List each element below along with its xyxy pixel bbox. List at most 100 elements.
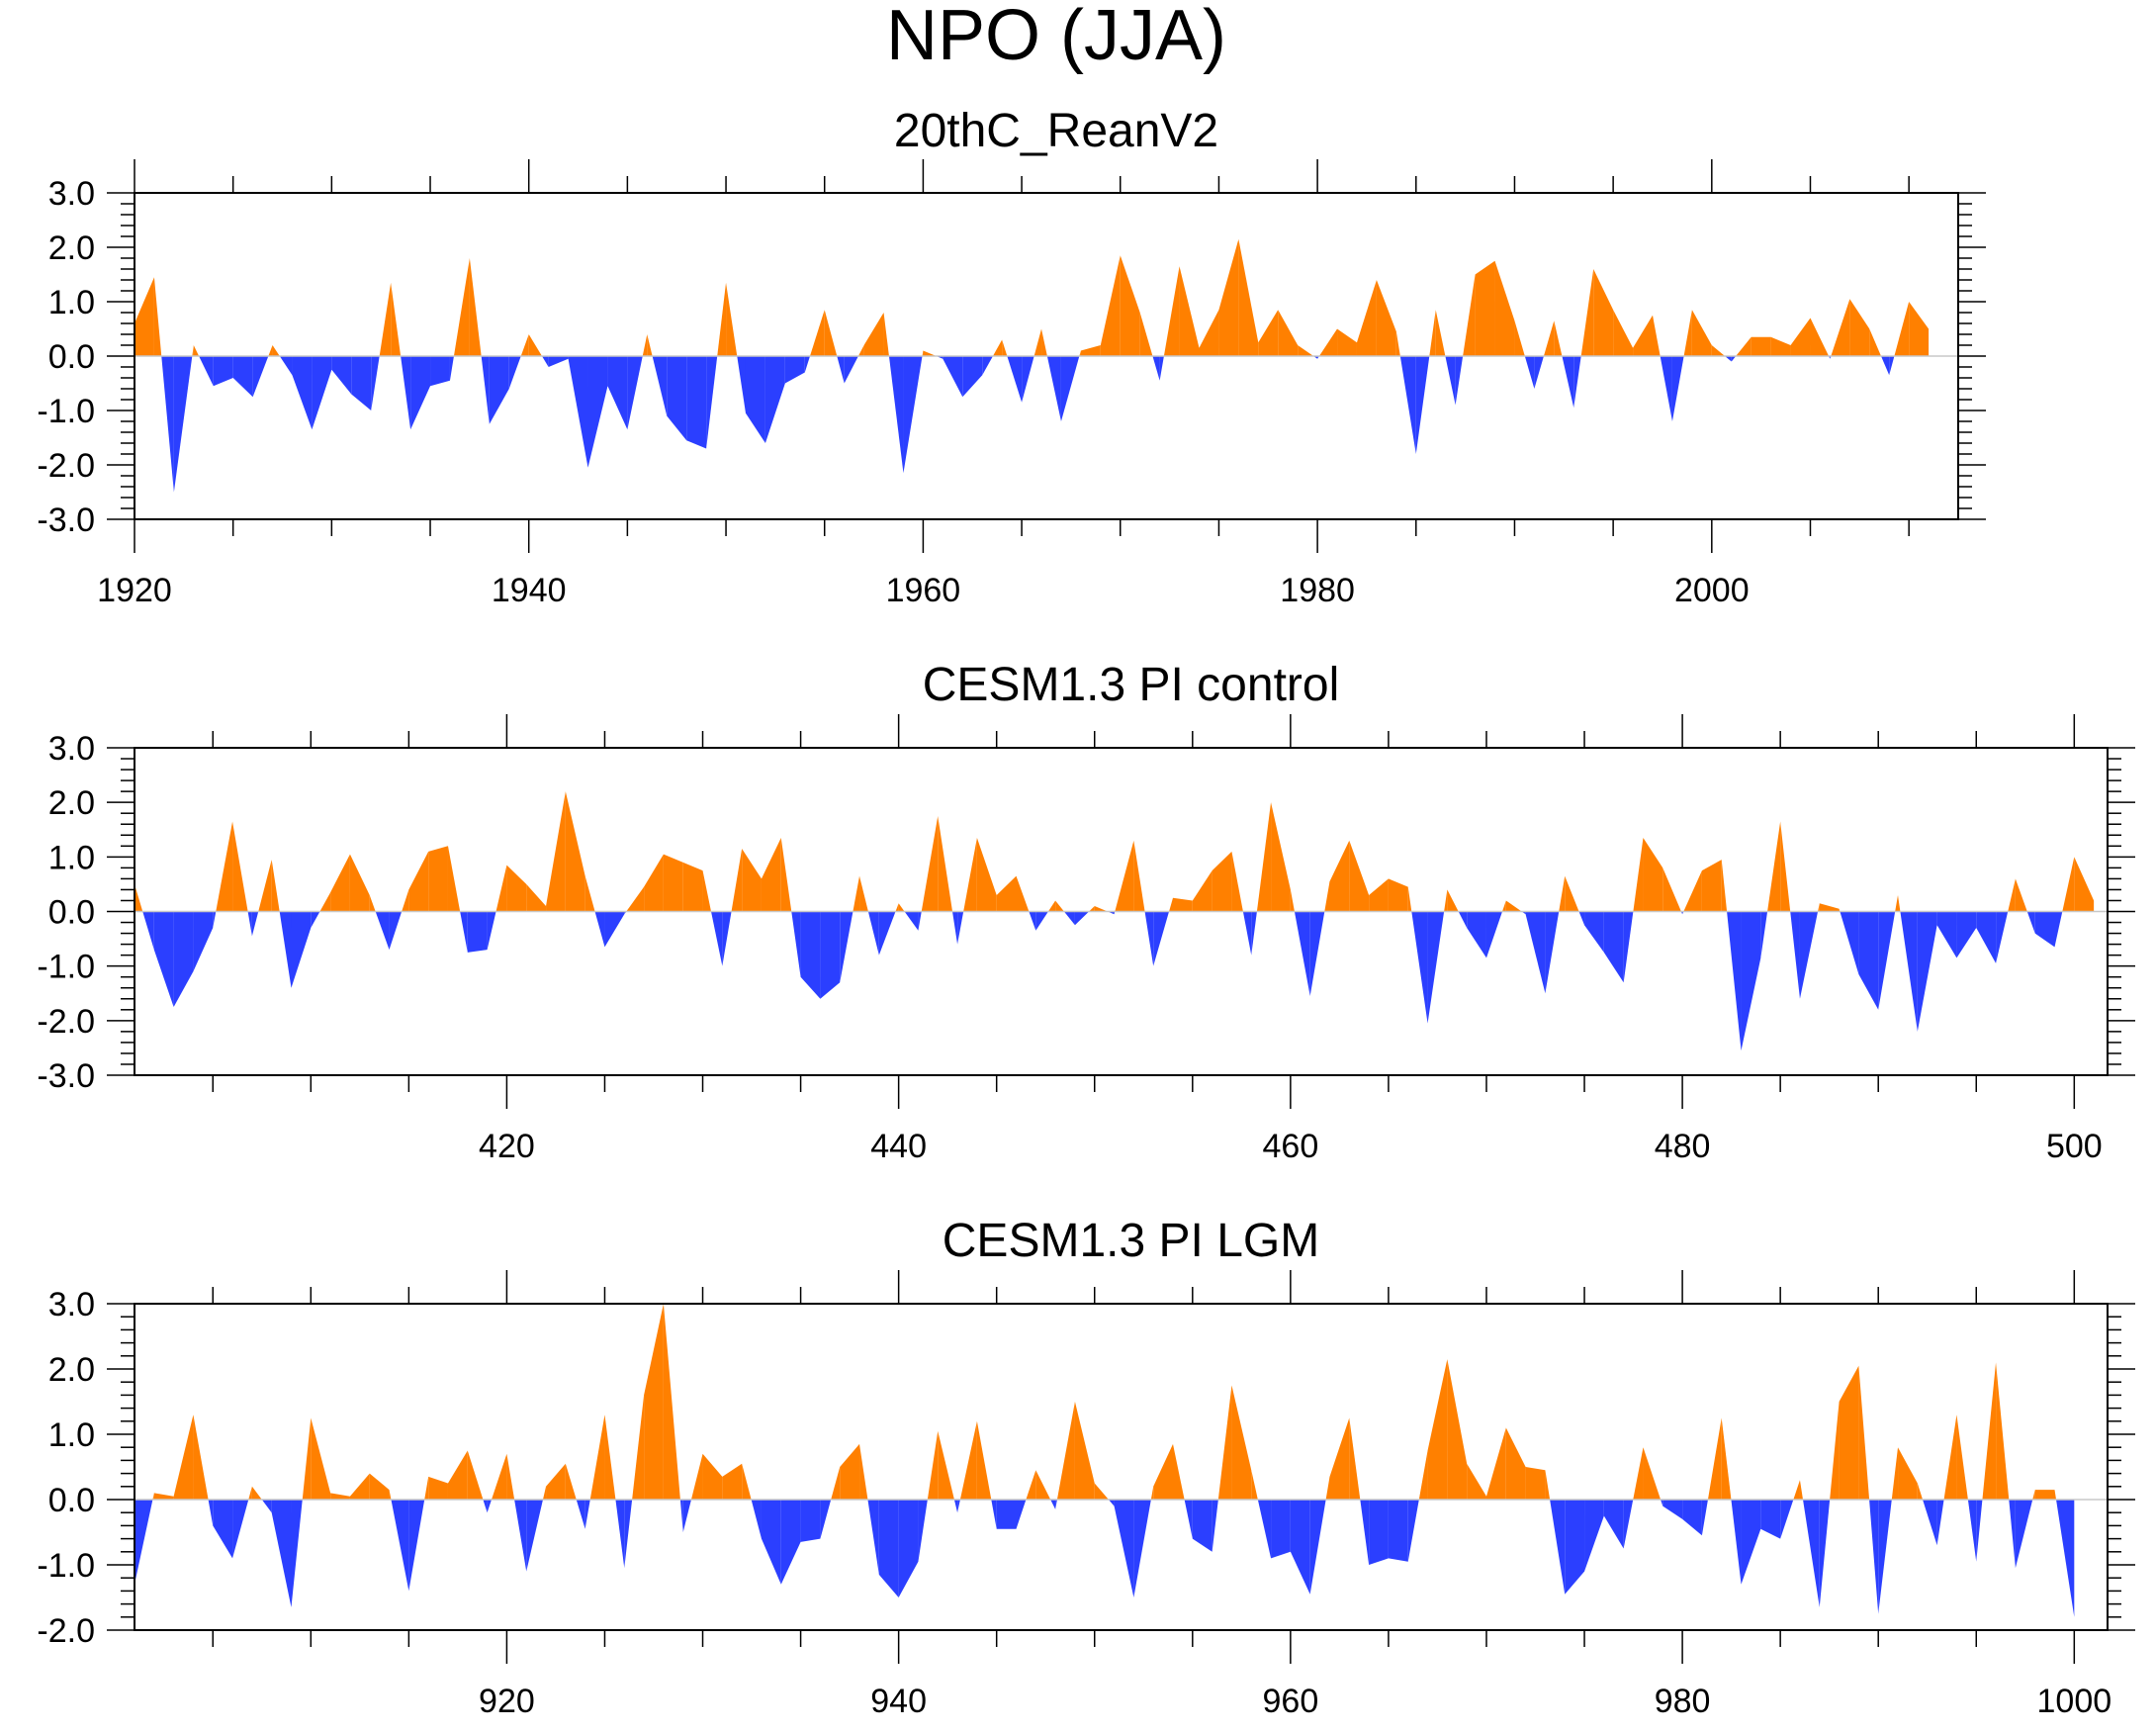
positive-area-2009 — [1894, 302, 1910, 356]
negative-area-413 — [375, 911, 390, 951]
plot-frame — [134, 1303, 2109, 1631]
positive-area-457 — [1231, 851, 1243, 912]
positive-area-957 — [1231, 1385, 1252, 1500]
positive-area-902 — [153, 1493, 174, 1500]
positive-area-952 — [1150, 1486, 1154, 1500]
positive-area-963 — [1349, 1417, 1361, 1500]
positive-area-966 — [1418, 1450, 1428, 1500]
negative-area-1941 — [548, 356, 569, 367]
positive-area-1922 — [192, 345, 194, 356]
negative-area-1954 — [804, 356, 810, 373]
positive-area-421 — [526, 883, 547, 912]
positive-area-414 — [402, 889, 409, 912]
positive-area-443 — [963, 838, 977, 912]
positive-area-1955 — [824, 310, 838, 356]
negative-area-948 — [1055, 1500, 1057, 1509]
positive-area-996 — [1996, 1362, 2010, 1500]
negative-area-1984 — [1399, 356, 1416, 454]
y-tick-label: -3.0 — [37, 1057, 95, 1095]
negative-area-926 — [624, 1500, 633, 1569]
positive-area-487 — [1819, 903, 1840, 912]
positive-area-942 — [938, 1430, 954, 1500]
y-tick-label: -1.0 — [37, 393, 95, 430]
negative-area-1928 — [292, 356, 313, 430]
negative-area-1946 — [652, 356, 668, 416]
negative-area-938 — [867, 1500, 879, 1575]
negative-area-453 — [1153, 911, 1170, 966]
positive-area-478 — [1643, 838, 1663, 912]
negative-area-907 — [261, 1500, 272, 1513]
positive-area-407 — [258, 860, 272, 912]
positive-area-1937 — [469, 258, 482, 356]
negative-area-1965 — [1022, 356, 1034, 403]
negative-area-932 — [751, 1500, 762, 1539]
positive-area-459 — [1271, 802, 1291, 912]
positive-area-946 — [1026, 1470, 1036, 1500]
negative-area-1958 — [888, 356, 904, 474]
negative-area-468 — [1458, 911, 1468, 929]
x-tick-label: 440 — [870, 1128, 927, 1165]
x-tick-label: 1960 — [886, 572, 961, 609]
positive-area-1963 — [992, 339, 1003, 356]
positive-area-1967 — [1079, 350, 1081, 356]
positive-area-962 — [1329, 1417, 1350, 1500]
negative-area-982 — [1731, 1500, 1742, 1585]
negative-area-905 — [213, 1500, 233, 1559]
negative-area-1952 — [764, 356, 785, 443]
positive-area-2004 — [1790, 318, 1811, 356]
positive-area-1987 — [1463, 274, 1476, 356]
y-tick-label: -2.0 — [37, 1612, 95, 1650]
positive-area-465 — [1388, 878, 1408, 912]
positive-area-920 — [506, 1453, 515, 1500]
positive-area-1989 — [1494, 260, 1515, 356]
negative-area-436 — [820, 911, 841, 999]
positive-area-453 — [1169, 897, 1173, 912]
positive-area-991 — [1898, 1447, 1918, 1500]
positive-area-916 — [428, 1476, 448, 1500]
x-tick-label: 480 — [1655, 1128, 1711, 1165]
positive-area-1960 — [923, 350, 937, 356]
negative-area-435 — [800, 911, 821, 999]
positive-area-463 — [1349, 840, 1370, 912]
positive-area-437 — [853, 875, 860, 912]
negative-area-986 — [1803, 1500, 1820, 1607]
negative-area-2000 — [1725, 356, 1732, 362]
negative-area-485 — [1790, 911, 1800, 999]
positive-area-466 — [1407, 886, 1412, 912]
positive-area-903 — [173, 1414, 194, 1500]
positive-area-1985 — [1429, 310, 1436, 356]
negative-area-996 — [2009, 1500, 2016, 1569]
positive-area-1936 — [453, 258, 470, 356]
negative-area-1985 — [1415, 356, 1430, 454]
negative-area-983 — [1741, 1500, 1761, 1585]
negative-area-960 — [1290, 1500, 1310, 1595]
negative-area-989 — [1869, 1500, 1879, 1614]
negative-area-1926 — [252, 356, 269, 398]
positive-area-1954 — [810, 310, 825, 356]
negative-area-933 — [761, 1500, 781, 1585]
negative-area-935 — [800, 1500, 821, 1542]
positive-area-915 — [424, 1476, 429, 1500]
positive-area-993 — [1943, 1414, 1957, 1500]
negative-area-945 — [996, 1500, 1017, 1529]
negative-area-419 — [487, 911, 496, 951]
positive-area-416 — [428, 846, 448, 912]
negative-area-1997 — [1660, 356, 1672, 421]
positive-area-417 — [447, 846, 461, 912]
x-tick-label: 920 — [479, 1683, 535, 1720]
positive-area-1949 — [717, 282, 727, 356]
negative-area-950 — [1108, 1500, 1115, 1506]
positive-area-953 — [1153, 1443, 1173, 1500]
negative-area-1963 — [982, 356, 993, 376]
positive-area-932 — [742, 1463, 752, 1500]
positive-area-989 — [1858, 1365, 1870, 1500]
negative-area-488 — [1840, 911, 1859, 974]
positive-area-969 — [1467, 1463, 1486, 1500]
negative-area-461 — [1309, 911, 1325, 997]
positive-area-906 — [248, 1486, 252, 1500]
positive-area-1999 — [1691, 310, 1712, 356]
negative-area-924 — [584, 1500, 590, 1529]
positive-area-446 — [1016, 875, 1030, 912]
negative-area-472 — [1525, 911, 1546, 994]
negative-area-1921 — [161, 356, 174, 493]
